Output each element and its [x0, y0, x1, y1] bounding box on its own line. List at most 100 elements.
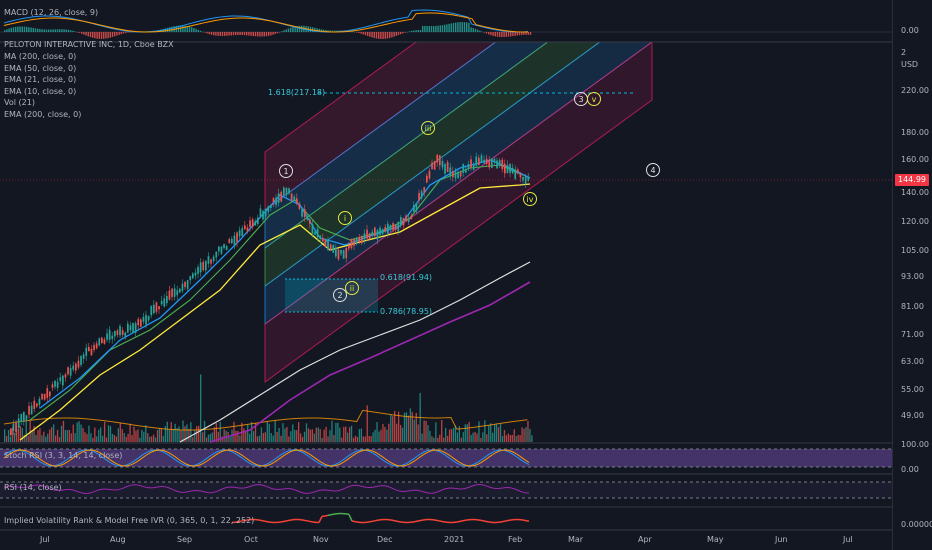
indicator-ema10[interactable]: EMA (10, close, 0) — [4, 86, 77, 96]
volume-bar — [111, 433, 114, 442]
candle-body — [236, 232, 238, 243]
candle-body — [327, 240, 329, 250]
macd-histogram-bar — [48, 29, 50, 32]
indicator-ema200[interactable]: EMA (200, close, 0) — [4, 109, 82, 119]
candle-body — [231, 238, 233, 244]
macd-histogram-bar — [217, 32, 219, 36]
candle-body — [80, 356, 82, 365]
candle-body — [394, 224, 397, 230]
candle-body — [387, 223, 389, 234]
volume-bar — [162, 435, 165, 442]
price-tick: 220.00 — [901, 86, 929, 95]
candle-body — [342, 250, 345, 259]
candle-body — [472, 164, 475, 170]
candle-body — [366, 229, 368, 239]
candle-body — [501, 159, 504, 169]
indicator-ema21[interactable]: EMA (21, close, 0) — [4, 75, 77, 85]
candle-body — [264, 208, 267, 217]
candle-body — [23, 411, 25, 422]
candle-body — [116, 330, 119, 335]
macd-histogram-bar — [364, 32, 367, 36]
candle-body — [449, 167, 452, 176]
price-tick: 63.00 — [901, 357, 924, 366]
macd-histogram-bar — [202, 31, 204, 33]
volume-bar — [84, 432, 86, 442]
volume-bar — [462, 432, 464, 442]
candle-body — [262, 210, 264, 220]
price-axis[interactable] — [892, 0, 932, 550]
volume-bar — [72, 424, 74, 442]
volume-bar — [452, 427, 455, 442]
price-tick: 120.00 — [901, 217, 929, 226]
ivr-line-segment — [375, 519, 380, 522]
candle-body — [259, 208, 262, 217]
ivr-line-segment — [435, 519, 440, 522]
volume-bar — [431, 436, 433, 442]
macd-histogram-bar — [496, 32, 499, 37]
candle-body — [407, 218, 410, 223]
macd-histogram-bar — [122, 32, 125, 34]
candle-body — [374, 227, 376, 237]
candle-body — [527, 176, 530, 181]
volume-bar — [247, 424, 249, 442]
volume-bar — [333, 434, 335, 442]
indicator-vol[interactable]: Vol (21) — [4, 98, 35, 108]
candle-body — [249, 220, 251, 228]
volume-bar — [325, 426, 327, 442]
macd-histogram-bar — [226, 32, 228, 36]
macd-histogram-bar — [389, 32, 391, 38]
volume-bar — [66, 430, 69, 442]
volume-bar — [364, 436, 366, 442]
macd-histogram-bar — [501, 32, 503, 38]
macd-histogram-bar — [404, 32, 406, 33]
ivr-line-segment — [282, 520, 287, 523]
volume-bar — [58, 437, 61, 442]
volume-bar — [284, 428, 286, 442]
volume-bar — [427, 424, 429, 442]
ivr-line-segment — [411, 520, 416, 523]
volume-bar — [13, 432, 16, 442]
macd-histogram-bar — [116, 32, 118, 36]
indicator-ema50[interactable]: EMA (50, close, 0) — [4, 63, 77, 73]
indicator-ma200[interactable]: MA (200, close, 0) — [4, 52, 77, 61]
candle-body — [192, 273, 194, 279]
macd-histogram-bar — [81, 32, 83, 34]
candle-body — [452, 171, 454, 178]
macd-histogram-bar — [45, 29, 48, 32]
candle-body — [290, 193, 293, 201]
volume-bar — [203, 420, 206, 442]
macd-histogram-bar — [441, 25, 444, 32]
macd-histogram-bar — [219, 32, 221, 36]
stoch-axis-bottom: 0.00 — [901, 465, 919, 474]
macd-histogram-bar — [290, 27, 292, 32]
candle-body — [153, 304, 155, 314]
volume-bar — [141, 429, 143, 442]
time-tick: Feb — [508, 535, 523, 544]
macd-histogram-bar — [10, 27, 12, 32]
macd-histogram-bar — [259, 32, 261, 37]
volume-bar — [103, 421, 106, 442]
volume-bar — [270, 433, 272, 442]
macd-histogram-bar — [466, 22, 468, 32]
ivr-line-segment — [243, 519, 248, 522]
candle-body — [199, 262, 202, 273]
volume-bar — [370, 436, 372, 442]
current-price-badge: 144.99 — [895, 174, 929, 186]
volume-bar — [105, 437, 108, 442]
volume-bar — [123, 432, 125, 442]
volume-bar — [294, 429, 296, 442]
macd-histogram-bar — [356, 32, 358, 33]
macd-histogram-bar — [461, 22, 463, 32]
ivr-pane-label: Implied Volatility Rank & Model Free IVR… — [4, 516, 255, 525]
volume-bar — [198, 425, 200, 442]
candle-body — [254, 220, 257, 226]
candle-body — [166, 295, 168, 304]
volume-bar — [415, 412, 417, 442]
macd-histogram-bar — [422, 25, 424, 32]
macd-histogram-bar — [406, 31, 408, 33]
macd-histogram-bar — [380, 32, 382, 39]
volume-bar — [478, 421, 480, 442]
macd-histogram-bar — [382, 32, 384, 39]
volume-bar — [454, 425, 457, 442]
